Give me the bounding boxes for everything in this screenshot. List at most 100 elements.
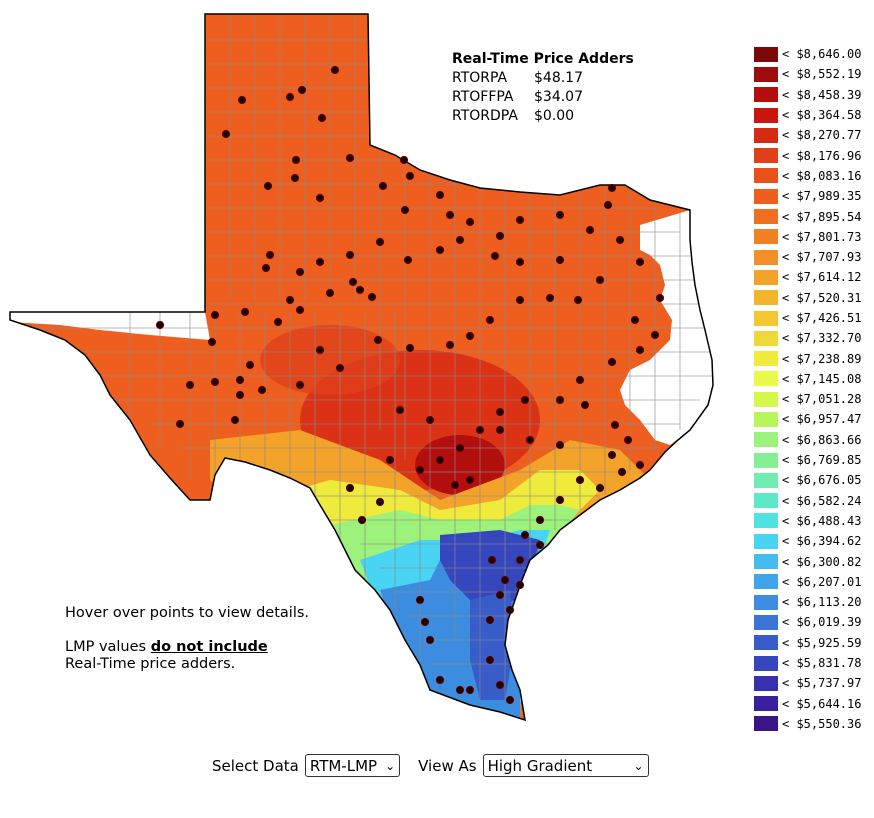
settlement-point[interactable]: [520, 395, 530, 405]
settlement-point[interactable]: [545, 293, 555, 303]
settlement-point[interactable]: [355, 285, 365, 295]
settlement-point[interactable]: [285, 295, 295, 305]
settlement-point[interactable]: [655, 293, 665, 303]
settlement-point[interactable]: [603, 200, 613, 210]
settlement-point[interactable]: [485, 615, 495, 625]
settlement-point[interactable]: [425, 415, 435, 425]
settlement-point[interactable]: [348, 277, 358, 287]
settlement-point[interactable]: [295, 267, 305, 277]
settlement-point[interactable]: [573, 295, 583, 305]
settlement-point[interactable]: [155, 320, 165, 330]
settlement-point[interactable]: [435, 675, 445, 685]
settlement-point[interactable]: [535, 515, 545, 525]
settlement-point[interactable]: [495, 231, 505, 241]
settlement-point[interactable]: [487, 555, 497, 565]
settlement-point[interactable]: [485, 655, 495, 665]
settlement-point[interactable]: [520, 530, 530, 540]
settlement-point[interactable]: [261, 263, 271, 273]
settlement-point[interactable]: [375, 497, 385, 507]
settlement-point[interactable]: [400, 205, 410, 215]
settlement-point[interactable]: [445, 340, 455, 350]
settlement-points[interactable]: [155, 65, 665, 705]
settlement-point[interactable]: [575, 375, 585, 385]
settlement-point[interactable]: [630, 315, 640, 325]
settlement-point[interactable]: [265, 250, 275, 260]
settlement-point[interactable]: [435, 190, 445, 200]
settlement-point[interactable]: [297, 85, 307, 95]
settlement-point[interactable]: [230, 415, 240, 425]
settlement-point[interactable]: [485, 315, 495, 325]
settlement-point[interactable]: [235, 390, 245, 400]
settlement-point[interactable]: [210, 377, 220, 387]
settlement-point[interactable]: [245, 360, 255, 370]
settlement-point[interactable]: [317, 113, 327, 123]
settlement-point[interactable]: [617, 467, 627, 477]
settlement-point[interactable]: [555, 210, 565, 220]
settlement-point[interactable]: [505, 695, 515, 705]
settlement-point[interactable]: [221, 129, 231, 139]
settlement-point[interactable]: [335, 363, 345, 373]
settlement-point[interactable]: [580, 400, 590, 410]
settlement-point[interactable]: [465, 331, 475, 341]
settlement-point[interactable]: [435, 455, 445, 465]
settlement-point[interactable]: [425, 635, 435, 645]
settlement-point[interactable]: [515, 580, 525, 590]
settlement-point[interactable]: [325, 288, 335, 298]
settlement-point[interactable]: [415, 465, 425, 475]
settlement-point[interactable]: [207, 337, 217, 347]
settlement-point[interactable]: [610, 420, 620, 430]
settlement-point[interactable]: [330, 65, 340, 75]
settlement-point[interactable]: [273, 317, 283, 327]
settlement-point[interactable]: [495, 680, 505, 690]
settlement-point[interactable]: [445, 210, 455, 220]
settlement-point[interactable]: [555, 255, 565, 265]
settlement-point[interactable]: [515, 295, 525, 305]
settlement-point[interactable]: [378, 181, 388, 191]
settlement-point[interactable]: [291, 155, 301, 165]
view-as-dropdown[interactable]: High Gradient ⌄: [482, 754, 649, 777]
settlement-point[interactable]: [615, 235, 625, 245]
settlement-point[interactable]: [375, 237, 385, 247]
settlement-point[interactable]: [505, 605, 515, 615]
settlement-point[interactable]: [345, 153, 355, 163]
settlement-point[interactable]: [395, 405, 405, 415]
select-data-dropdown[interactable]: RTM-LMP ⌄: [304, 754, 401, 777]
settlement-point[interactable]: [315, 345, 325, 355]
settlement-point[interactable]: [290, 173, 300, 183]
settlement-point[interactable]: [235, 375, 245, 385]
settlement-point[interactable]: [403, 255, 413, 265]
settlement-point[interactable]: [399, 155, 409, 165]
settlement-point[interactable]: [607, 357, 617, 367]
settlement-point[interactable]: [575, 475, 585, 485]
settlement-point[interactable]: [405, 343, 415, 353]
settlement-point[interactable]: [240, 307, 250, 317]
settlement-point[interactable]: [455, 235, 465, 245]
settlement-point[interactable]: [595, 275, 605, 285]
settlement-point[interactable]: [500, 575, 510, 585]
settlement-point[interactable]: [607, 183, 617, 193]
settlement-point[interactable]: [585, 225, 595, 235]
settlement-point[interactable]: [650, 330, 660, 340]
settlement-point[interactable]: [285, 92, 295, 102]
settlement-point[interactable]: [357, 515, 367, 525]
settlement-point[interactable]: [635, 345, 645, 355]
settlement-point[interactable]: [210, 310, 220, 320]
settlement-point[interactable]: [295, 305, 305, 315]
settlement-point[interactable]: [295, 380, 305, 390]
settlement-point[interactable]: [465, 475, 475, 485]
settlement-point[interactable]: [315, 257, 325, 267]
settlement-point[interactable]: [535, 540, 545, 550]
settlement-point[interactable]: [465, 685, 475, 695]
settlement-point[interactable]: [405, 171, 415, 181]
settlement-point[interactable]: [475, 425, 485, 435]
settlement-point[interactable]: [435, 245, 445, 255]
settlement-point[interactable]: [515, 257, 525, 267]
settlement-point[interactable]: [635, 460, 645, 470]
settlement-point[interactable]: [525, 435, 535, 445]
settlement-point[interactable]: [315, 193, 325, 203]
settlement-point[interactable]: [555, 395, 565, 405]
settlement-point[interactable]: [263, 181, 273, 191]
settlement-point[interactable]: [490, 251, 500, 261]
settlement-point[interactable]: [175, 419, 185, 429]
settlement-point[interactable]: [635, 257, 645, 267]
